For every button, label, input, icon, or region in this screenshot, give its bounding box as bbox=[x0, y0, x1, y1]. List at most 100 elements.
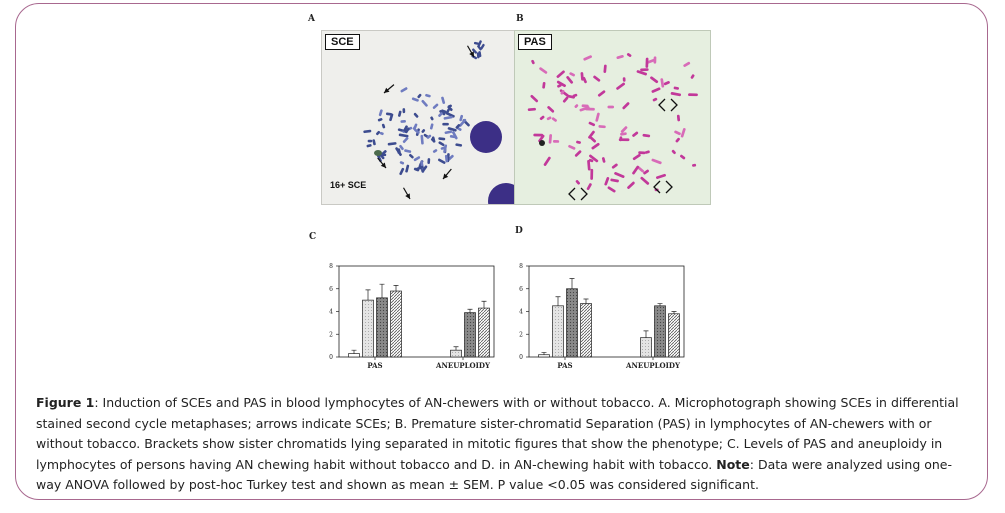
chromosome bbox=[375, 130, 381, 136]
x-category-label: ANEUPLOIDY bbox=[625, 361, 681, 370]
chromosome bbox=[377, 118, 383, 122]
panel-letter-d: D bbox=[515, 226, 523, 236]
chromosome bbox=[588, 158, 594, 163]
chromosome bbox=[400, 120, 406, 123]
chromosome bbox=[593, 75, 601, 82]
chromosome bbox=[389, 113, 394, 122]
chromosome bbox=[547, 106, 555, 113]
chromosome bbox=[379, 131, 384, 136]
chromosome bbox=[619, 136, 623, 142]
bar bbox=[538, 354, 550, 358]
chromosome bbox=[640, 68, 649, 72]
error-bar bbox=[351, 349, 357, 354]
chromosome bbox=[576, 140, 581, 144]
debris bbox=[539, 140, 545, 146]
chromosome bbox=[620, 132, 627, 136]
bar bbox=[348, 353, 360, 358]
chromosome bbox=[636, 70, 647, 76]
chromosome bbox=[690, 74, 695, 79]
figure-label: Figure 1 bbox=[36, 395, 95, 410]
chromosome bbox=[640, 176, 650, 185]
chromosome bbox=[620, 126, 628, 133]
bar bbox=[566, 288, 578, 358]
chromosome bbox=[586, 183, 592, 191]
chromosome bbox=[569, 72, 575, 77]
chromosome bbox=[653, 56, 657, 64]
chromosome bbox=[616, 54, 624, 60]
chromosome bbox=[421, 129, 426, 133]
bar bbox=[478, 307, 490, 358]
chromosome bbox=[627, 181, 635, 189]
chromosome bbox=[449, 135, 457, 139]
chromosome bbox=[402, 137, 409, 144]
chromosome bbox=[632, 165, 639, 175]
chromosome bbox=[671, 149, 676, 155]
panel-letter-a: A bbox=[308, 14, 315, 24]
chromosome bbox=[531, 59, 535, 65]
chromosome bbox=[643, 169, 649, 175]
chromosome bbox=[556, 80, 566, 88]
chromosome bbox=[680, 154, 686, 160]
x-category-label: PAS bbox=[367, 361, 382, 370]
chromosome bbox=[480, 43, 485, 50]
chromosome bbox=[413, 112, 419, 118]
chromosome bbox=[650, 76, 659, 84]
chromosome bbox=[444, 130, 453, 135]
chromosome bbox=[403, 125, 408, 132]
y-tick-label: 8 bbox=[329, 263, 333, 270]
panel-letter-c: C bbox=[309, 232, 317, 242]
chromosome bbox=[426, 134, 432, 139]
chromosome bbox=[446, 108, 450, 113]
chromosome bbox=[557, 84, 562, 88]
chromosome bbox=[380, 154, 385, 160]
chromosome bbox=[445, 111, 455, 118]
chromosome bbox=[378, 109, 383, 117]
pas-microphotograph: PAS bbox=[514, 30, 711, 205]
chromosome bbox=[607, 186, 616, 193]
chromosome bbox=[413, 156, 421, 162]
error-bar bbox=[393, 284, 399, 292]
y-tick-label: 6 bbox=[329, 286, 333, 293]
chromosome bbox=[680, 128, 686, 138]
chromosome bbox=[595, 112, 600, 122]
chromosome bbox=[603, 64, 607, 73]
chromosome bbox=[412, 125, 417, 130]
error-bar bbox=[481, 300, 487, 309]
chromosome bbox=[560, 89, 565, 95]
error-bar bbox=[671, 311, 677, 314]
chromosome bbox=[598, 125, 606, 129]
chromosome bbox=[580, 72, 584, 81]
chromosome bbox=[632, 131, 639, 137]
chromosome bbox=[548, 134, 553, 144]
chromosome bbox=[542, 82, 546, 89]
chromosome bbox=[425, 93, 431, 98]
chromosome bbox=[413, 128, 420, 134]
chromosome bbox=[443, 144, 448, 153]
sce-microphotograph: SCE 16+ SCE bbox=[321, 30, 516, 205]
arrow-icon bbox=[377, 157, 387, 169]
chromosome bbox=[366, 144, 372, 148]
chromosome bbox=[675, 137, 680, 143]
chromosome bbox=[387, 142, 397, 146]
chromosome bbox=[437, 158, 446, 164]
x-category-label: ANEUPLOIDY bbox=[435, 361, 491, 370]
chromosome bbox=[626, 53, 632, 57]
chromosome bbox=[539, 67, 548, 74]
arrow-icon bbox=[466, 45, 475, 58]
chromosome bbox=[398, 133, 409, 138]
x-category-label: PAS bbox=[557, 361, 572, 370]
error-bar bbox=[379, 283, 385, 298]
error-bar bbox=[657, 303, 663, 306]
chromosome bbox=[443, 115, 453, 120]
interphase-nucleus bbox=[470, 121, 502, 153]
chromosome bbox=[579, 106, 590, 112]
chromosome bbox=[644, 150, 650, 154]
caption-text-note: : Data were analyzed using one-way ANOVA… bbox=[36, 456, 952, 493]
chromosome bbox=[651, 87, 661, 93]
chromosome bbox=[477, 45, 482, 51]
chromosome bbox=[574, 150, 582, 157]
chromosome bbox=[539, 115, 545, 121]
chromosome bbox=[472, 48, 478, 54]
y-tick-label: 8 bbox=[519, 263, 523, 270]
chromosome bbox=[652, 97, 658, 102]
